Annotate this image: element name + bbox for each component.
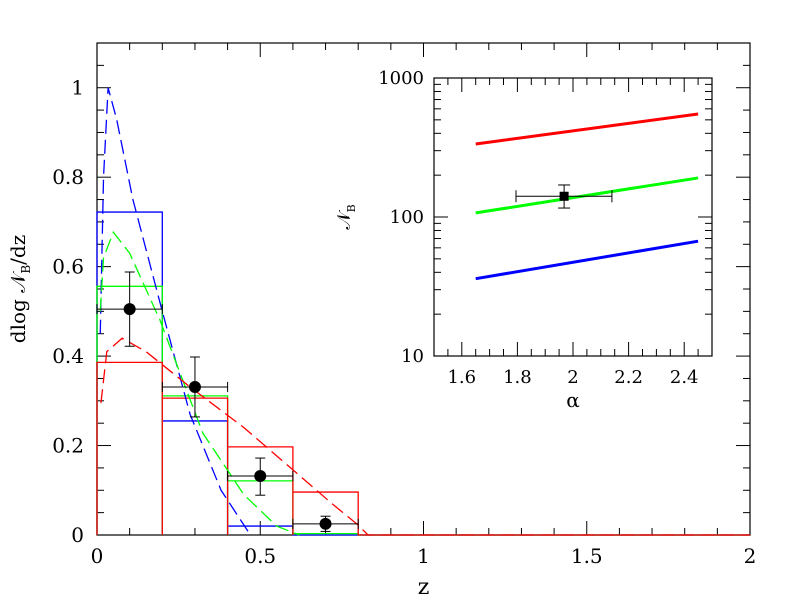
inset-x-tick-label: 1.8 xyxy=(503,367,532,388)
data-point-2 xyxy=(227,457,294,496)
inset-y-tick-label: 1000 xyxy=(378,68,424,89)
data-marker xyxy=(319,517,332,530)
inset-x-tick-label: 2.2 xyxy=(614,367,643,388)
inset-y-label-main: 𝒩 xyxy=(334,210,355,230)
y-tick-label: 0.4 xyxy=(52,344,84,368)
y-tick-label: 1 xyxy=(71,76,84,100)
x-tick-label: 1 xyxy=(417,544,430,568)
data-point-1 xyxy=(161,356,229,418)
y-label-ylabel_sub: B xyxy=(19,265,33,274)
x-tick-label: 1.5 xyxy=(571,544,603,568)
x-tick-label: 0 xyxy=(91,544,104,568)
data-marker xyxy=(559,191,569,201)
data-marker xyxy=(123,303,136,316)
model-curve-blue xyxy=(99,87,251,536)
inset-y-axis-label: 𝒩B xyxy=(334,204,358,229)
x-tick-label: 2 xyxy=(744,544,757,568)
y-tick-label: 0.2 xyxy=(52,434,84,458)
inset-x-tick-label: 2 xyxy=(567,367,578,388)
data-marker xyxy=(188,380,201,393)
y-axis-label: dlog 𝒩B/dz xyxy=(6,235,33,343)
inset-y-label-sub: B xyxy=(345,204,358,212)
inset-data-point xyxy=(515,184,613,209)
inset-y-tick-label: 100 xyxy=(390,207,424,228)
inset-y-tick-label: 10 xyxy=(401,346,424,367)
inset-line-red xyxy=(475,112,699,146)
y-tick-label: 0.8 xyxy=(52,165,84,189)
data-marker xyxy=(254,469,267,482)
y-tick-label: 0.6 xyxy=(52,255,84,279)
histogram-red xyxy=(96,361,750,536)
inset-x-tick-label: 1.6 xyxy=(447,367,476,388)
inset-line-green xyxy=(475,176,699,215)
y-label-ylabel_tail: /dz xyxy=(6,235,30,265)
inset-x-axis-label: α xyxy=(566,388,580,412)
inset-x-tick-label: 2.4 xyxy=(670,367,699,388)
data-point-0 xyxy=(96,271,163,347)
model-curve-green xyxy=(99,230,300,536)
model-curve-red xyxy=(100,337,750,536)
x-tick-label: 0.5 xyxy=(244,544,276,568)
data-point-3 xyxy=(292,515,359,532)
x-axis-label: z xyxy=(418,575,430,600)
inset-line-blue xyxy=(475,239,699,281)
y-tick-label: 0 xyxy=(71,523,84,547)
inset-frame xyxy=(433,77,713,357)
y-label-ylabel_main: dlog 𝒩 xyxy=(6,271,30,343)
